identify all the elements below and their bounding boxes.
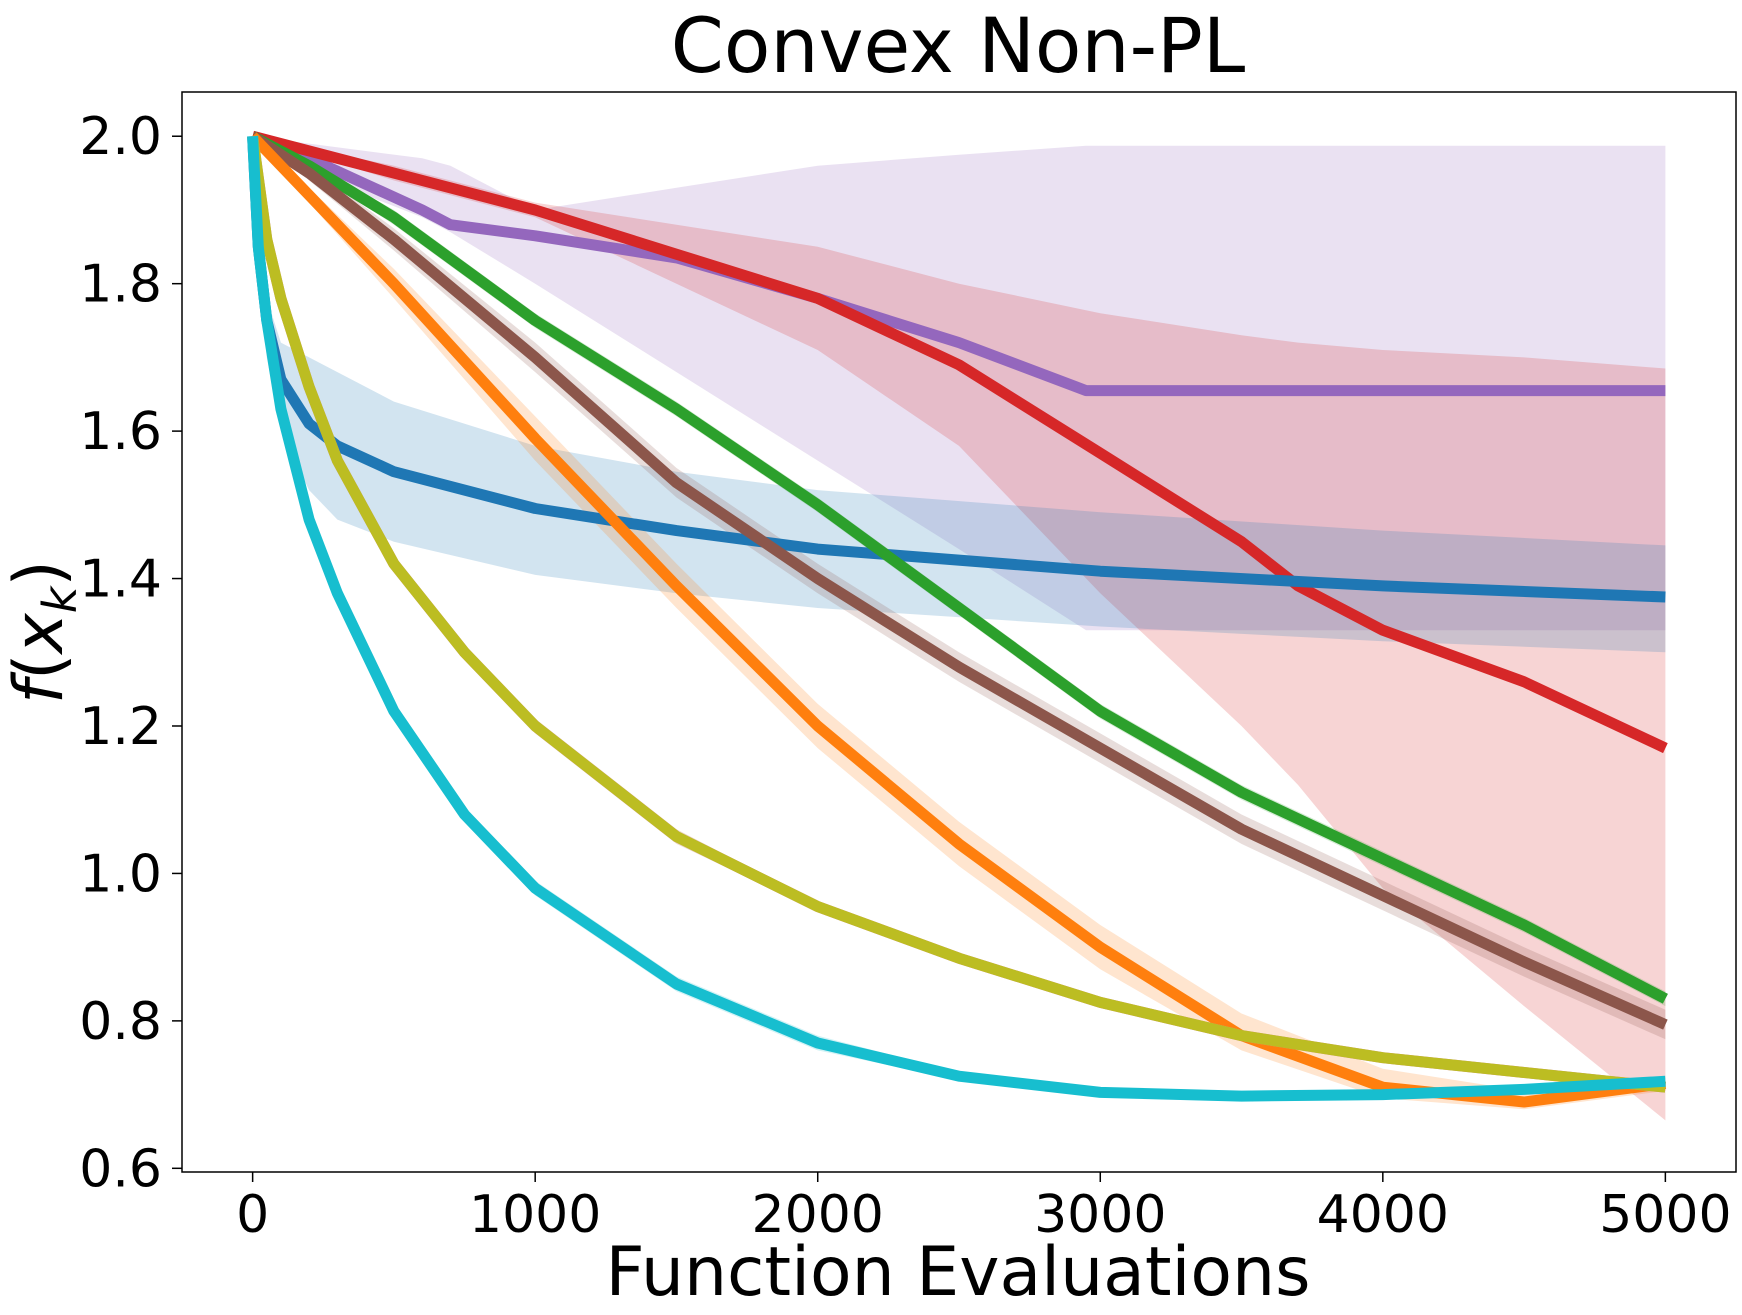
- y-tick-label: 0.6: [79, 1139, 162, 1199]
- y-tick-label: 1.6: [79, 402, 162, 462]
- y-tick-label: 2.0: [79, 107, 162, 167]
- series-2-band: [252, 136, 1666, 1121]
- plot-frame: [181, 91, 1737, 1173]
- series-4-line: [250, 131, 1668, 1004]
- x-tick-label: 2000: [752, 1185, 884, 1245]
- x-tick-label: 3000: [1034, 1185, 1166, 1245]
- y-axis-label-close: ): [0, 560, 79, 587]
- series-5-band: [252, 136, 1666, 1040]
- series-9-line: [247, 135, 1666, 1102]
- y-axis-label: f(xk): [0, 560, 87, 704]
- y-tick-label: 1.0: [79, 844, 162, 904]
- y-tick-label: 1.2: [79, 697, 162, 757]
- series-1-band: [252, 136, 1666, 631]
- y-axis-label-open: (: [0, 653, 79, 680]
- x-tick-label: 5000: [1599, 1185, 1731, 1245]
- y-axis-label-sub: k: [33, 584, 87, 613]
- x-tick-label: 0: [236, 1185, 269, 1245]
- series-lines: [247, 130, 1668, 1108]
- series-2-line: [251, 130, 1668, 754]
- x-axis-label: Function Evaluations: [605, 1233, 1310, 1312]
- series-8-line: [247, 135, 1666, 1093]
- x-tick-label: 4000: [1317, 1185, 1449, 1245]
- series-1-line: [250, 131, 1666, 397]
- series-5-line: [249, 131, 1668, 1030]
- y-tick-label: 1.4: [79, 550, 162, 610]
- y-axis-ticks: 0.6 0.8 1.0 1.2 1.4 1.6 1.8 2.0: [79, 107, 182, 1199]
- y-tick-label: 0.8: [79, 992, 162, 1052]
- x-axis-ticks: 0 1000 2000 3000 4000 5000: [236, 1172, 1732, 1245]
- chart-title: Convex Non-PL: [671, 1, 1245, 90]
- y-tick-label: 1.8: [79, 255, 162, 315]
- confidence-bands: [252, 136, 1666, 1121]
- x-tick-label: 1000: [469, 1185, 601, 1245]
- y-axis-label-x: x: [0, 612, 79, 655]
